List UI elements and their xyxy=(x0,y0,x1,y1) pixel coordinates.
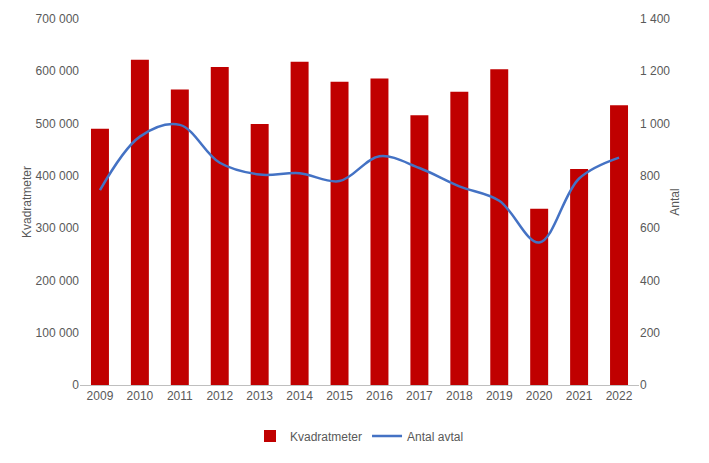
svg-text:800: 800 xyxy=(640,169,660,183)
svg-text:200 000: 200 000 xyxy=(36,274,80,288)
svg-text:2014: 2014 xyxy=(286,389,313,403)
svg-text:2010: 2010 xyxy=(127,389,154,403)
svg-text:Kvadratmeter: Kvadratmeter xyxy=(290,430,362,444)
svg-text:2016: 2016 xyxy=(366,389,393,403)
svg-text:2009: 2009 xyxy=(87,389,114,403)
svg-text:700 000: 700 000 xyxy=(36,12,80,26)
svg-text:Antal: Antal xyxy=(668,188,682,215)
svg-text:2022: 2022 xyxy=(606,389,633,403)
svg-text:300 000: 300 000 xyxy=(36,221,80,235)
svg-text:0: 0 xyxy=(640,378,647,392)
svg-text:2017: 2017 xyxy=(406,389,433,403)
svg-text:2019: 2019 xyxy=(486,389,513,403)
svg-text:600 000: 600 000 xyxy=(36,64,80,78)
svg-text:400 000: 400 000 xyxy=(36,169,80,183)
svg-text:0: 0 xyxy=(72,378,79,392)
svg-text:2011: 2011 xyxy=(167,389,193,403)
svg-text:Kvadratmeter: Kvadratmeter xyxy=(20,166,34,238)
svg-text:2012: 2012 xyxy=(206,389,233,403)
svg-text:200: 200 xyxy=(640,326,660,340)
svg-text:1 000: 1 000 xyxy=(640,117,670,131)
svg-text:1 200: 1 200 xyxy=(640,64,670,78)
svg-text:Antal avtal: Antal avtal xyxy=(407,430,463,444)
svg-text:2021: 2021 xyxy=(566,389,593,403)
svg-text:2020: 2020 xyxy=(526,389,553,403)
svg-text:600: 600 xyxy=(640,221,660,235)
svg-text:2018: 2018 xyxy=(446,389,473,403)
svg-text:1 400: 1 400 xyxy=(640,12,670,26)
svg-text:500 000: 500 000 xyxy=(36,117,80,131)
svg-text:2015: 2015 xyxy=(326,389,353,403)
svg-text:100 000: 100 000 xyxy=(36,326,80,340)
svg-text:2013: 2013 xyxy=(246,389,273,403)
svg-text:400: 400 xyxy=(640,274,660,288)
